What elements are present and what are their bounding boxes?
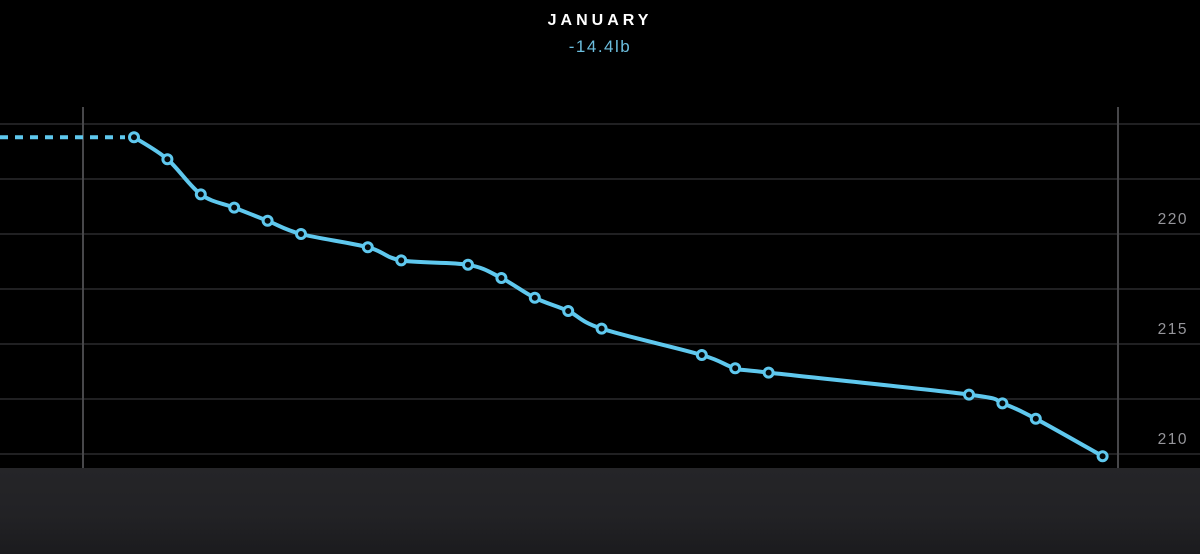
- data-point-marker[interactable]: [295, 228, 307, 240]
- chart-header: JANUARY -14.4lb: [0, 0, 1200, 57]
- data-point-marker[interactable]: [729, 362, 742, 375]
- y-axis-label-220: 220: [1157, 211, 1188, 228]
- data-point-marker[interactable]: [194, 188, 207, 201]
- y-axis-label-210: 210: [1157, 431, 1188, 448]
- data-point-marker[interactable]: [528, 291, 541, 304]
- weight-line-chart[interactable]: [0, 0, 1200, 468]
- data-point-marker[interactable]: [762, 366, 775, 379]
- y-axis-label-215: 215: [1157, 321, 1188, 338]
- data-point-marker[interactable]: [562, 305, 575, 317]
- data-point-marker[interactable]: [395, 254, 408, 267]
- weight-change-label: -14.4lb: [568, 37, 632, 56]
- weight-trend-line: [132, 135, 1105, 459]
- period-title: JANUARY: [547, 12, 653, 29]
- data-point-marker[interactable]: [495, 272, 508, 284]
- data-point-marker[interactable]: [695, 349, 708, 361]
- data-point-marker[interactable]: [595, 322, 608, 335]
- data-point-marker[interactable]: [1029, 412, 1042, 425]
- data-point-marker[interactable]: [161, 153, 174, 166]
- data-point-marker[interactable]: [128, 131, 140, 144]
- data-point-marker[interactable]: [1096, 450, 1109, 463]
- data-point-marker[interactable]: [963, 388, 975, 401]
- data-point-marker[interactable]: [261, 214, 274, 227]
- time-range-tabbar: Week Month Quarter Year: [0, 468, 1200, 554]
- data-point-marker[interactable]: [996, 397, 1009, 410]
- data-point-marker[interactable]: [462, 258, 474, 271]
- data-point-marker[interactable]: [361, 241, 374, 254]
- weight-chart-area[interactable]: 220 215 210: [0, 0, 1200, 468]
- data-point-marker[interactable]: [228, 201, 241, 214]
